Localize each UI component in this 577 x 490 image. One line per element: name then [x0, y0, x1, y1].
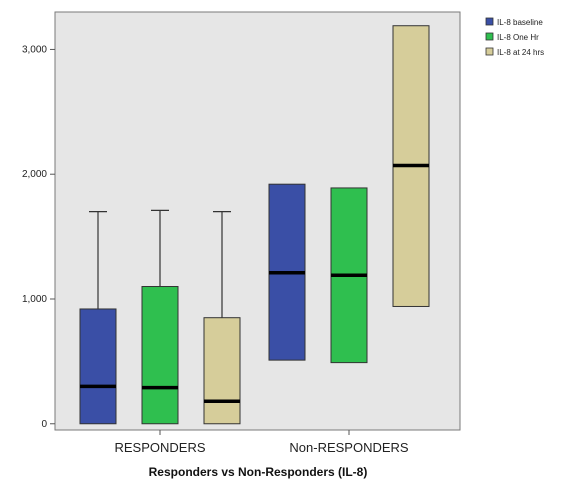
box-il-8-baseline-0 — [79, 211, 117, 425]
x-axis: RESPONDERS Non-RESPONDERS — [114, 430, 409, 455]
x-tick-label: Non-RESPONDERS — [289, 440, 409, 455]
box-il-8-one-hr-1 — [330, 187, 368, 364]
legend-label: IL-8 One Hr — [497, 33, 539, 42]
box-il-8-one-hr-0 — [141, 209, 179, 425]
box-il-8-at-24-hrs-0 — [203, 211, 241, 425]
box-iqr — [79, 308, 117, 425]
y-tick-label: 3,000 — [22, 44, 47, 55]
x-axis-title: Responders vs Non-Responders (IL-8) — [149, 465, 368, 479]
box-il-8-at-24-hrs-1 — [392, 25, 430, 307]
legend-swatch — [485, 47, 494, 56]
y-tick-label: 2,000 — [22, 169, 47, 180]
y-axis: 0 1,000 2,000 3,000 — [22, 44, 55, 430]
legend: IL-8 baseline IL-8 One Hr IL-8 at 24 hrs — [485, 17, 544, 57]
legend-swatch — [485, 17, 494, 26]
box-iqr — [141, 286, 179, 425]
box-iqr — [203, 317, 241, 425]
x-tick-label: RESPONDERS — [114, 440, 205, 455]
box-il-8-baseline-1 — [268, 183, 306, 361]
legend-label: IL-8 at 24 hrs — [497, 48, 544, 57]
legend-label: IL-8 baseline — [497, 18, 543, 27]
box-series — [79, 25, 430, 425]
legend-swatch — [485, 32, 494, 41]
y-tick-label: 0 — [41, 419, 47, 430]
y-tick-label: 1,000 — [22, 294, 47, 305]
